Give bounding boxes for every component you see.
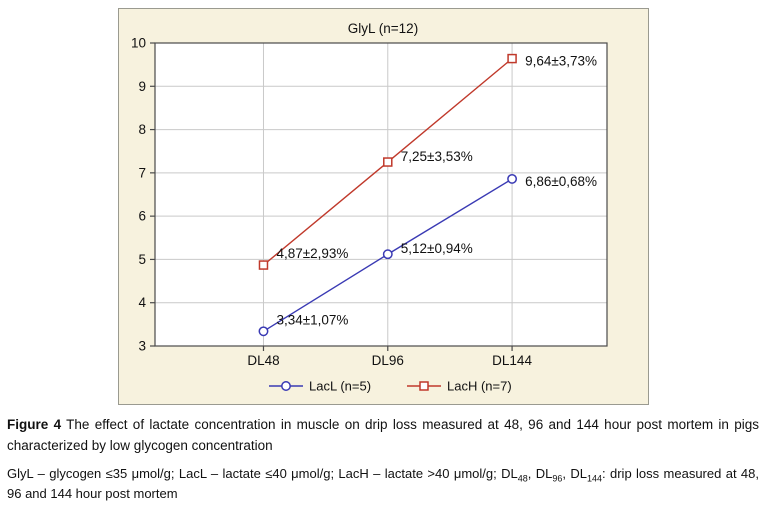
x-tick-label: DL96 <box>372 353 404 368</box>
legend-marker <box>419 381 429 391</box>
y-tick-label: 4 <box>138 295 146 310</box>
data-point-marker <box>258 326 269 337</box>
figure-caption: Figure 4 The effect of lactate concentra… <box>7 414 759 456</box>
y-tick-label: 3 <box>138 339 146 354</box>
footnote-text: GlyL – glycogen ≤35 μmol/g; LacL – lacta… <box>7 466 518 481</box>
data-point-marker <box>507 53 517 64</box>
legend-label: LacL (n=5) <box>309 379 371 394</box>
point-label: 9,64±3,73% <box>525 54 597 69</box>
chart-panel: 3 4 5 6 7 8 9 10 DL48 DL96 DL144 3,34±1,07% 5,12±0,9… <box>118 8 649 405</box>
x-tick-label: DL48 <box>247 353 279 368</box>
point-label: 5,12±0,94% <box>401 241 473 256</box>
point-label: 7,25±3,53% <box>401 149 473 164</box>
y-tick-label: 10 <box>131 36 146 51</box>
footnote-subscript: 144 <box>586 473 603 484</box>
footnote-subscript: 48 <box>517 473 528 484</box>
point-label: 3,34±1,07% <box>276 312 348 327</box>
data-point-marker <box>383 157 393 167</box>
x-tick-label: DL144 <box>492 353 532 368</box>
plot-area <box>155 43 607 346</box>
legend-label: LacH (n=7) <box>447 379 512 394</box>
data-point-marker <box>507 173 518 184</box>
figure-caption-label: Figure 4 <box>7 417 62 432</box>
plot-border <box>154 42 608 347</box>
footnote-text: , DL <box>527 466 553 481</box>
y-tick-label: 5 <box>138 252 146 267</box>
legend-marker <box>281 381 291 391</box>
data-point-marker <box>258 260 269 270</box>
point-label: 4,87±2,93% <box>276 246 348 261</box>
footnote-subscript: 96 <box>552 473 563 484</box>
footnote-text: : drip loss measured at 48, 96 and 144 h… <box>7 466 759 501</box>
y-tick-label: 6 <box>138 209 146 224</box>
point-label: 6,86±0,68% <box>525 174 597 189</box>
figure-caption-text: The effect of lactate concentration in m… <box>7 417 759 453</box>
y-tick-label: 8 <box>138 122 146 137</box>
y-tick-label: 7 <box>138 165 146 180</box>
chart-svg: 3 4 5 6 7 8 9 10 DL48 DL96 DL144 3,34±1,07% 5,12±0,9… <box>131 21 608 394</box>
y-tick-label: 9 <box>138 79 146 94</box>
footnote-text: , DL <box>562 466 587 481</box>
data-point-marker <box>382 249 393 260</box>
footnote: GlyL – glycogen ≤35 μmol/g; LacL – lacta… <box>7 464 759 504</box>
chart-title: GlyL (n=12) <box>348 21 418 36</box>
